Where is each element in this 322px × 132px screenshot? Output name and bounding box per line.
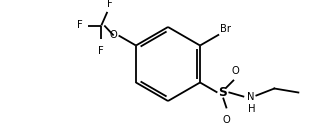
Text: N: N — [247, 91, 254, 102]
Text: F: F — [108, 0, 113, 9]
Text: F: F — [99, 46, 104, 55]
Text: O: O — [232, 65, 239, 76]
Text: H: H — [248, 103, 255, 114]
Text: O: O — [223, 114, 230, 124]
Text: F: F — [77, 20, 82, 30]
Text: O: O — [110, 30, 118, 41]
Text: Br: Br — [220, 23, 231, 34]
Text: S: S — [218, 86, 227, 99]
